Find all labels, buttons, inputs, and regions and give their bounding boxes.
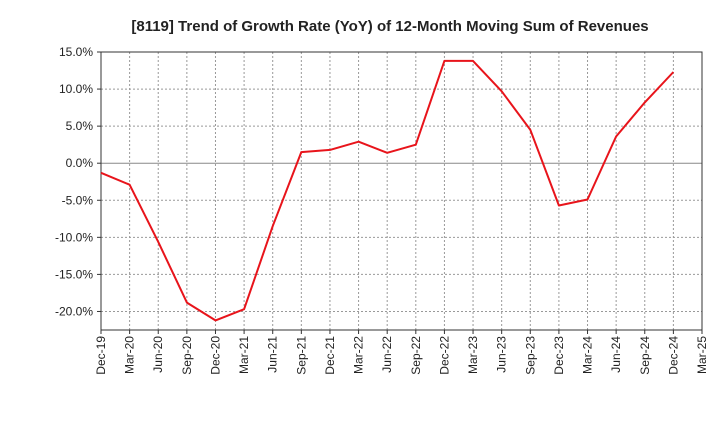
x-tick-label: Dec-23 bbox=[552, 336, 566, 375]
plot-area bbox=[101, 52, 702, 330]
x-tick-label: Sep-20 bbox=[180, 336, 194, 375]
x-tick-label: Jun-21 bbox=[266, 336, 280, 373]
x-tick-label: Mar-20 bbox=[123, 336, 137, 374]
x-axis-ticks: Dec-19 Mar-20 Jun-20 Sep-20 Dec-20 Mar-21 Jun-… bbox=[94, 330, 709, 375]
y-tick-label: 10.0% bbox=[59, 82, 93, 96]
x-tick-label: Jun-20 bbox=[151, 336, 165, 373]
x-tick-label: Sep-22 bbox=[409, 336, 423, 375]
y-tick-label: -20.0% bbox=[55, 304, 93, 318]
grid-layer bbox=[101, 51, 702, 330]
plot-frame bbox=[100, 51, 703, 331]
x-tick-label: Jun-23 bbox=[495, 336, 509, 373]
y-tick-label: 0.0% bbox=[66, 156, 94, 170]
x-tick-label: Mar-25 bbox=[695, 336, 709, 374]
y-tick-label: 5.0% bbox=[66, 119, 94, 133]
y-tick-label: 15.0% bbox=[59, 45, 93, 59]
series-layer bbox=[100, 59, 675, 322]
x-tick-label: Mar-24 bbox=[581, 336, 595, 374]
x-tick-label: Dec-22 bbox=[437, 336, 451, 375]
x-tick-label: Mar-22 bbox=[352, 336, 366, 374]
x-tick-label: Mar-21 bbox=[237, 336, 251, 374]
x-tick-label: Dec-20 bbox=[208, 336, 222, 375]
y-axis-ticks: 15.0% 10.0% 5.0% 0.0% -5.0% -10.0% -15.0% -20.0… bbox=[55, 45, 101, 318]
series-line bbox=[100, 59, 675, 322]
y-tick-label: -10.0% bbox=[55, 230, 93, 244]
x-tick-label: Sep-23 bbox=[523, 336, 537, 375]
axis-layer bbox=[100, 51, 703, 331]
x-tick-label: Jun-22 bbox=[380, 336, 394, 373]
chart-title: [8119] Trend of Growth Rate (YoY) of 12-… bbox=[131, 18, 648, 35]
x-tick-label: Mar-23 bbox=[466, 336, 480, 374]
x-tick-label: Dec-24 bbox=[666, 336, 680, 375]
x-tick-label: Sep-21 bbox=[294, 336, 308, 375]
x-tick-label: Jun-24 bbox=[609, 336, 623, 373]
x-tick-label: Dec-21 bbox=[323, 336, 337, 375]
x-tick-label: Dec-19 bbox=[94, 336, 108, 375]
y-tick-label: -15.0% bbox=[55, 267, 93, 281]
x-tick-label: Sep-24 bbox=[638, 336, 652, 375]
y-tick-label: -5.0% bbox=[62, 193, 94, 207]
